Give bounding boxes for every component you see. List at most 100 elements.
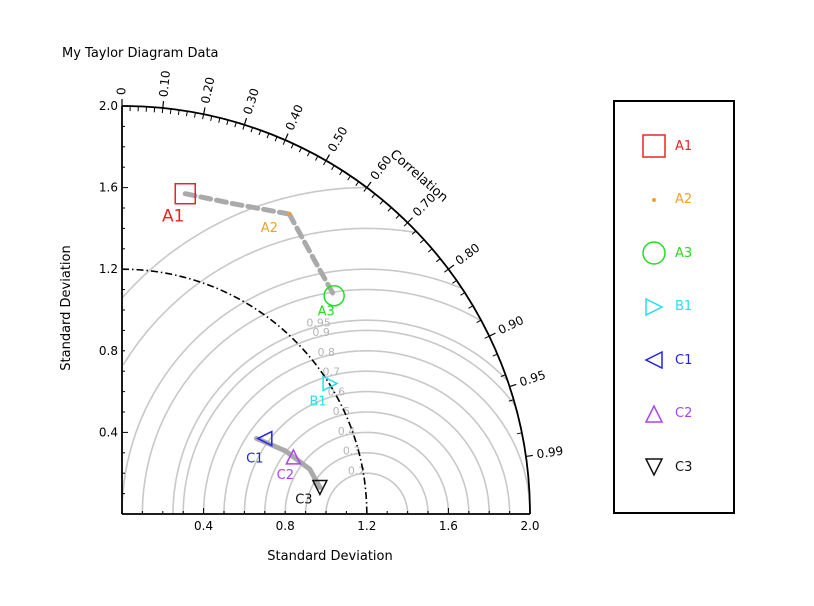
x-tick-label: 0.8 (276, 519, 295, 533)
point-a3 (323, 284, 345, 307)
correlation-tick (162, 101, 165, 109)
correlation-minor-tick (169, 108, 172, 114)
legend-item-a1: A1 (639, 131, 692, 161)
legend: A1 A2 A3 B1 C1 C2 C3 (613, 100, 735, 514)
legend-label: C3 (675, 459, 693, 475)
trajectory-a1-a2 (182, 191, 292, 217)
trajectories (182, 191, 337, 490)
point-label-a3: A3 (318, 305, 335, 320)
point-a1 (174, 182, 196, 205)
rms-contour-label: 0.2 (348, 464, 366, 477)
correlation-tick (509, 383, 517, 388)
rms-contour (223, 370, 511, 514)
correlation-minor-tick (194, 112, 196, 118)
correlation-minor-tick (347, 175, 351, 181)
correlation-minor-tick (444, 268, 449, 273)
rms-contour-label: 0.3 (343, 445, 361, 458)
legend-marker (644, 458, 664, 477)
y-tick-label: 2.0 (99, 99, 118, 113)
correlation-tick (366, 181, 372, 188)
correlation-tick-label: 0 (115, 87, 129, 95)
correlation-minor-tick (210, 115, 213, 121)
trajectory-a2-a3 (286, 211, 337, 299)
x-tick-label: 0.4 (194, 519, 213, 533)
correlation-tick (203, 107, 206, 115)
x-tick-label: 1.6 (439, 519, 458, 533)
rms-contour (141, 288, 482, 514)
reference-arc (121, 268, 368, 515)
correlation-tick (243, 117, 248, 125)
x-axis-label: Standard Deviation (267, 549, 392, 564)
correlation-minor-tick (177, 109, 180, 116)
correlation-minor-tick (379, 200, 384, 205)
legend-marker (642, 134, 666, 158)
y-tick-label: 1.6 (99, 181, 118, 195)
legend-marker (642, 241, 666, 265)
correlation-tick-label: 0.95 (518, 368, 548, 390)
legend-marker (645, 297, 664, 316)
correlation-tick (325, 154, 331, 161)
rms-contour-label: 0.7 (323, 366, 341, 379)
rms-contours: 0.20.30.40.50.60.70.80.90.95 (121, 186, 531, 514)
correlation-tick-label: 0.10 (156, 70, 173, 98)
correlation-tick (407, 217, 413, 224)
legend-item-a2: A2 (639, 185, 692, 215)
rms-contour (202, 350, 531, 514)
legend-marker (652, 197, 656, 202)
rms-contour (121, 268, 461, 514)
legend-label: C1 (675, 352, 693, 368)
legend-label: A1 (675, 138, 693, 154)
legend-item-a3: A3 (639, 238, 692, 268)
y-tick-label: 0.4 (99, 425, 118, 439)
legend-marker-shape (642, 241, 666, 265)
correlation-tick-label: 0.80 (453, 241, 483, 268)
point-c1 (256, 430, 273, 447)
correlation-minor-tick (492, 353, 498, 357)
correlation-minor-tick (298, 147, 302, 153)
point-label-c3: C3 (295, 492, 312, 507)
legend-item-c2: C2 (639, 399, 692, 429)
correlation-label: Correlation (387, 147, 451, 206)
legend-item-b1: B1 (639, 292, 692, 322)
correlation-minor-tick (218, 117, 221, 123)
correlation-minor-tick (508, 399, 514, 402)
point-label-a2: A2 (261, 221, 278, 236)
rms-contour (325, 472, 409, 514)
correlation-minor-tick (436, 258, 441, 263)
point-label-c2: C2 (277, 468, 294, 483)
point-b1 (322, 375, 339, 392)
rms-contour (182, 329, 516, 514)
rms-contour-label: 0.8 (317, 346, 335, 359)
rms-contour (304, 452, 429, 514)
correlation-minor-tick (419, 239, 425, 244)
rms-contour-label: 0.5 (333, 405, 351, 418)
legend-item-c3: C3 (639, 452, 692, 482)
correlation-tick-label: 0.20 (198, 76, 217, 105)
point-label-a1: A1 (162, 207, 184, 227)
point-c3 (311, 479, 329, 497)
correlation-minor-tick (306, 151, 311, 157)
correlation-minor-tick (476, 319, 482, 324)
correlation-minor-tick (234, 122, 237, 128)
y-axis-label: Standard Deviation (59, 245, 74, 370)
legend-label: A3 (675, 245, 693, 261)
point-label-b1: B1 (309, 394, 326, 409)
legend-marker-shape (652, 197, 656, 202)
correlation-minor-tick (323, 160, 327, 166)
correlation-minor-tick (363, 187, 368, 192)
correlation-tick (448, 264, 455, 270)
correlation-minor-tick (274, 136, 278, 142)
rms-contour (264, 411, 470, 514)
correlation-tick-label: 0.40 (283, 103, 307, 133)
correlation-minor-tick (452, 280, 457, 284)
correlation-minor-tick (516, 432, 522, 435)
rms-contour (243, 390, 490, 514)
correlation-minor-tick (387, 207, 392, 212)
correlation-minor-tick (185, 111, 188, 117)
rms-contour-label: 0.9 (312, 326, 330, 339)
point-c2 (285, 448, 302, 465)
correlation-minor-tick (161, 107, 164, 114)
x-tick-label: 1.2 (357, 519, 376, 533)
correlation-minor-tick (258, 130, 262, 136)
correlation-minor-tick (427, 248, 433, 253)
